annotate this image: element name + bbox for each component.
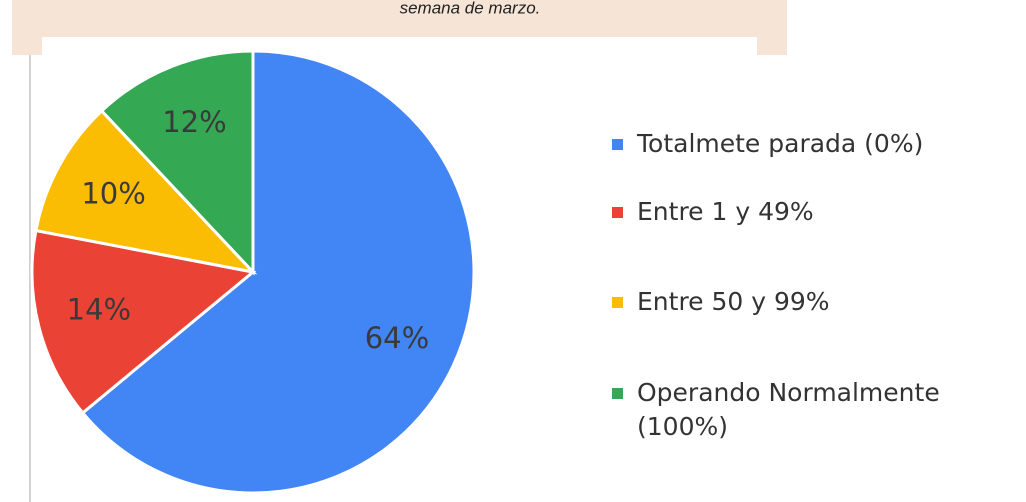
- slice-label: 64%: [365, 321, 429, 355]
- legend-item: Operando Normalmente (100%): [612, 376, 1012, 444]
- legend-swatch: [612, 207, 623, 218]
- slice-label: 12%: [162, 105, 226, 139]
- legend-swatch: [612, 139, 623, 150]
- legend-item: Totalmete parada (0%): [612, 127, 1012, 161]
- legend-swatch: [612, 388, 623, 399]
- pie-slice: [30, 228, 257, 415]
- pie-slice: [99, 49, 255, 276]
- slice-label: 14%: [67, 293, 131, 327]
- legend-label: Entre 50 y 99%: [637, 287, 830, 316]
- legend-item: Entre 1 y 49%: [612, 195, 1012, 229]
- legend-swatch: [612, 297, 623, 308]
- legend-label: Operando Normalmente (100%): [637, 378, 940, 441]
- legend-item: Entre 50 y 99%: [612, 285, 1012, 319]
- chart-title: semana de marzo.: [400, 0, 541, 17]
- legend-label: Totalmete parada (0%): [637, 129, 924, 158]
- slice-label: 10%: [81, 176, 145, 210]
- legend-label: Entre 1 y 49%: [637, 197, 814, 226]
- header-inner: [42, 37, 757, 55]
- pie-slice: [34, 108, 258, 275]
- pie-slice: [80, 49, 476, 495]
